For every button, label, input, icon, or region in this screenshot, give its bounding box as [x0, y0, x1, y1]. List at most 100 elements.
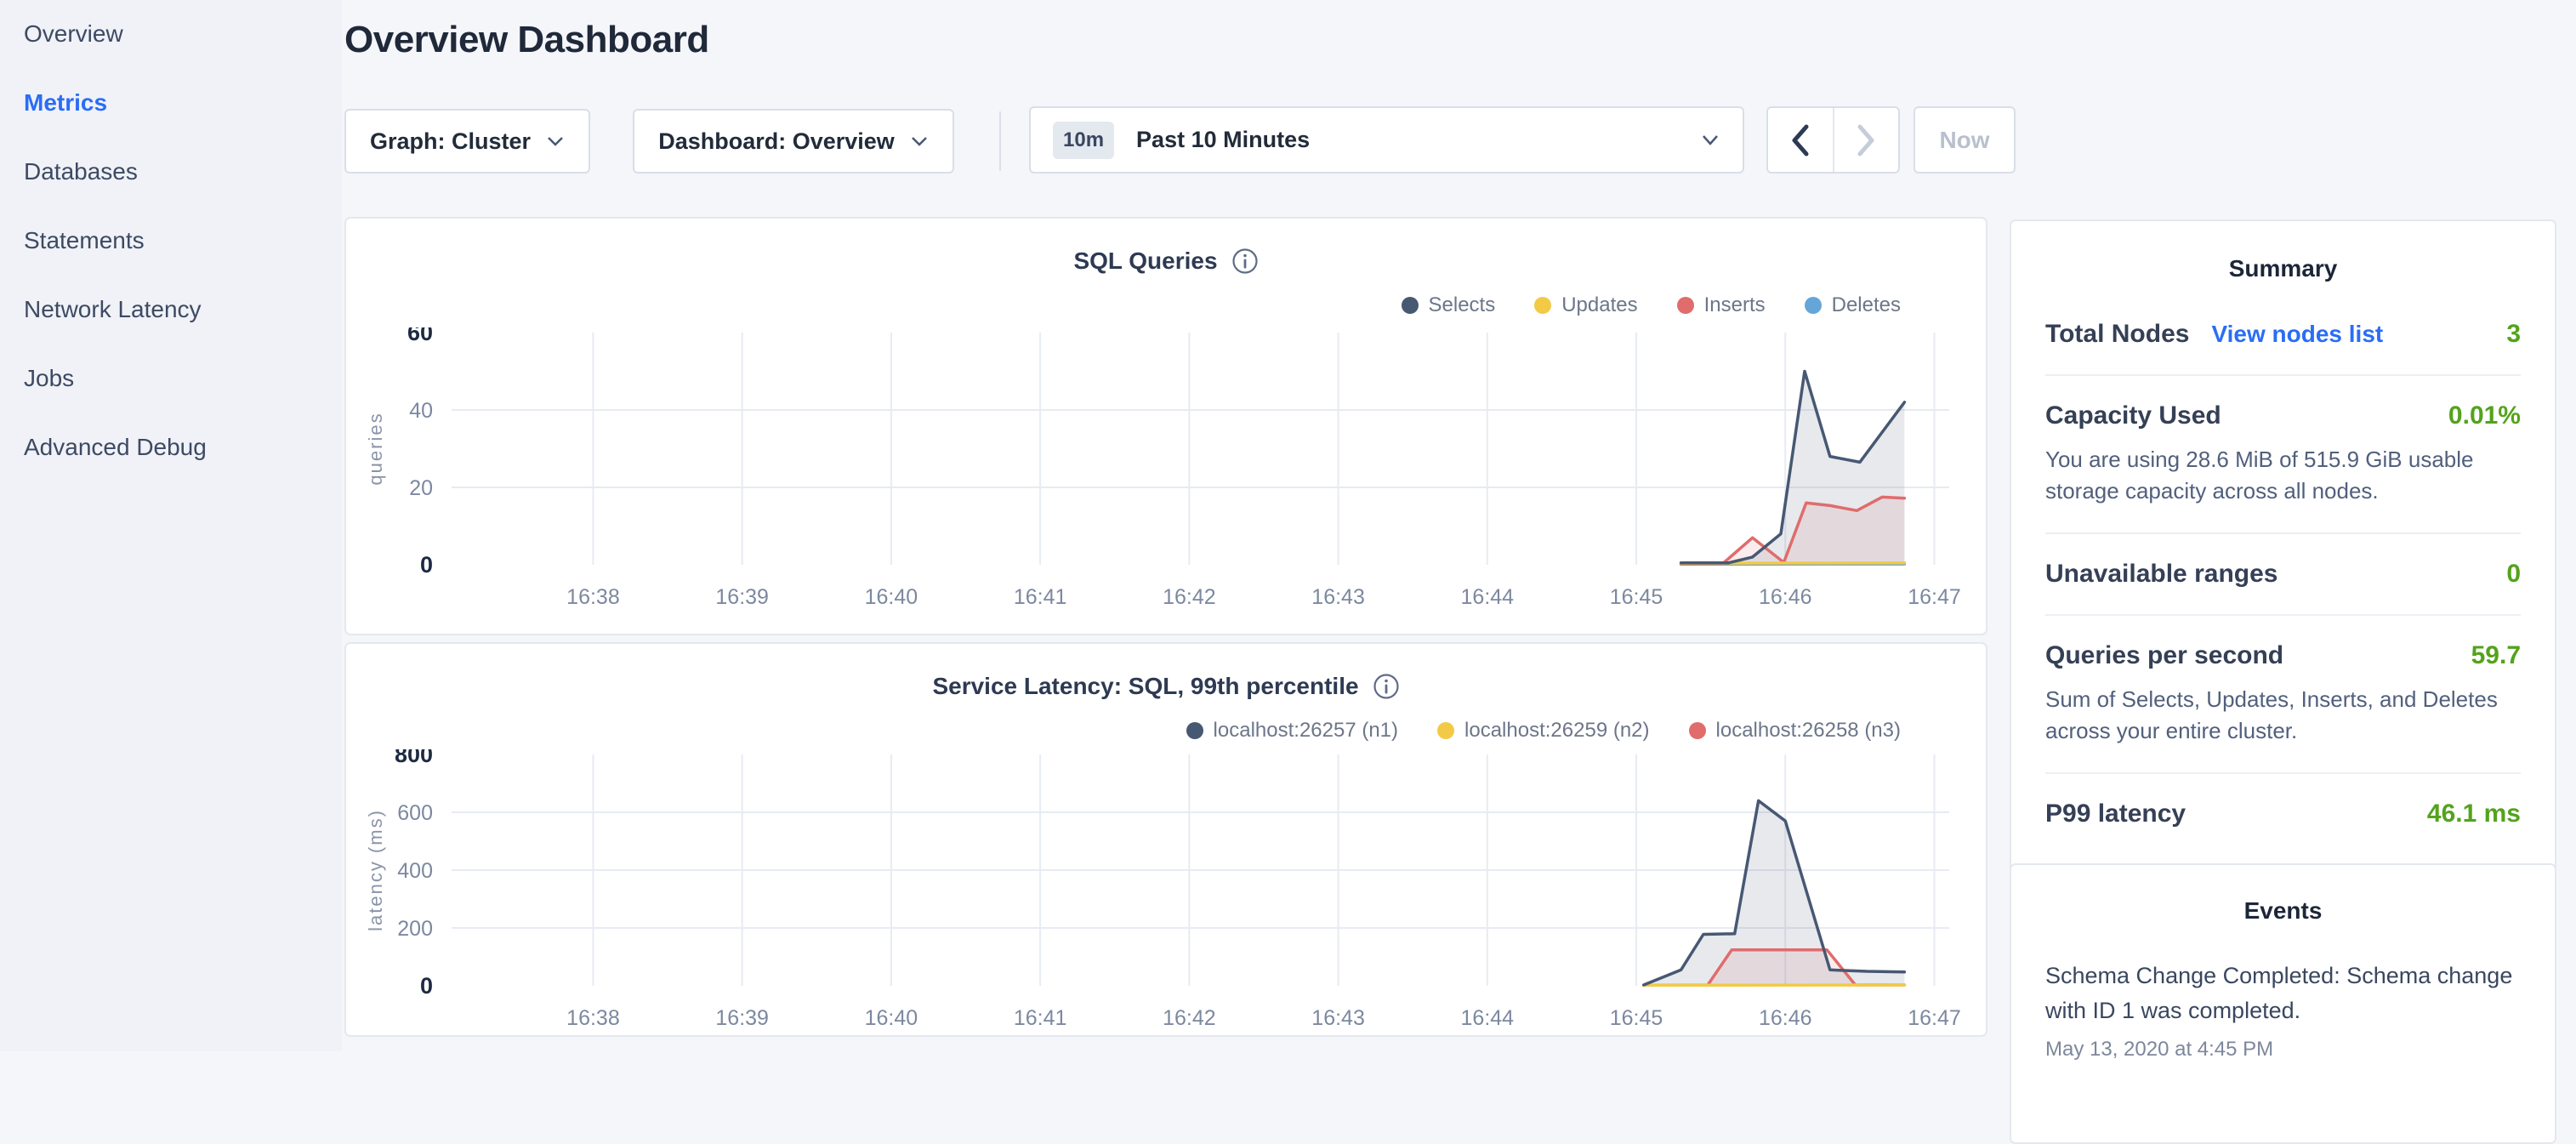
event-item-date: May 13, 2020 at 4:45 PM	[2045, 1038, 2521, 1061]
next-time-button[interactable]	[1834, 108, 1899, 172]
events-title: Events	[2045, 897, 2521, 925]
chevron-down-icon	[910, 135, 929, 147]
info-icon[interactable]	[1231, 248, 1259, 275]
time-range-selector[interactable]: 10m Past 10 Minutes	[1029, 106, 1744, 174]
svg-text:16:39: 16:39	[715, 1006, 769, 1030]
p99-latency-value: 46.1 ms	[2427, 800, 2521, 828]
svg-text:16:44: 16:44	[1461, 1006, 1515, 1030]
capacity-used-description: You are using 28.6 MiB of 515.9 GiB usab…	[2045, 444, 2505, 507]
legend-dot-icon	[1534, 297, 1551, 314]
svg-text:16:44: 16:44	[1461, 585, 1515, 609]
legend-dot-icon	[1689, 722, 1706, 739]
svg-text:16:43: 16:43	[1311, 585, 1365, 609]
queries-per-second-label: Queries per second	[2045, 641, 2283, 670]
sidebar-item-metrics[interactable]: Metrics	[24, 89, 342, 158]
events-panel: Events Schema Change Completed: Schema c…	[2010, 863, 2556, 1144]
svg-text:20: 20	[409, 476, 433, 500]
dashboard-dropdown[interactable]: Dashboard: Overview	[633, 109, 954, 174]
svg-text:0: 0	[420, 973, 433, 999]
legend-item: localhost:26258 (n3)	[1689, 719, 1901, 743]
svg-text:16:42: 16:42	[1163, 1006, 1216, 1030]
svg-text:16:43: 16:43	[1311, 1006, 1365, 1030]
service-latency-chart[interactable]: 16:3816:3916:4016:4116:4216:4316:4416:45…	[346, 749, 1989, 1050]
legend-item: Deletes	[1805, 293, 1901, 317]
page-title: Overview Dashboard	[344, 19, 709, 61]
summary-row-total-nodes: Total Nodes View nodes list 3	[2045, 320, 2521, 374]
total-nodes-label: Total Nodes	[2045, 320, 2189, 349]
svg-text:16:45: 16:45	[1610, 1006, 1663, 1030]
queries-per-second-description: Sum of Selects, Updates, Inserts, and De…	[2045, 684, 2505, 747]
chart-title: Service Latency: SQL, 99th percentile	[932, 673, 1358, 700]
now-button[interactable]: Now	[1914, 106, 2016, 174]
svg-text:60: 60	[407, 327, 433, 345]
chart-title: SQL Queries	[1073, 248, 1217, 275]
svg-text:16:42: 16:42	[1163, 585, 1216, 609]
summary-title: Summary	[2045, 255, 2521, 282]
svg-text:16:38: 16:38	[566, 1006, 620, 1030]
sidebar: Overview Metrics Databases Statements Ne…	[0, 0, 342, 1051]
legend-dot-icon	[1677, 297, 1694, 314]
legend-item: Updates	[1534, 293, 1637, 317]
svg-text:16:41: 16:41	[1014, 1006, 1067, 1030]
time-range-label: Past 10 Minutes	[1136, 127, 1310, 153]
sidebar-item-advanced-debug[interactable]: Advanced Debug	[24, 434, 342, 503]
legend-item: Selects	[1402, 293, 1496, 317]
svg-text:200: 200	[397, 917, 433, 941]
capacity-used-value: 0.01%	[2448, 401, 2521, 430]
svg-text:800: 800	[395, 749, 433, 767]
overview-dashboard-page: { "sidebar": { "items": [ { "label": "Ov…	[0, 0, 2576, 1051]
p99-latency-label: P99 latency	[2045, 800, 2186, 828]
previous-time-button[interactable]	[1768, 108, 1834, 172]
graph-dropdown-label: Graph: Cluster	[370, 128, 531, 155]
summary-row-unavailable-ranges: Unavailable ranges 0	[2045, 532, 2521, 614]
svg-text:queries: queries	[365, 412, 386, 485]
legend-item: localhost:26257 (n1)	[1186, 719, 1398, 743]
legend-item: localhost:26259 (n2)	[1437, 719, 1649, 743]
summary-row-capacity: Capacity Used 0.01% You are using 28.6 M…	[2045, 374, 2521, 532]
sidebar-item-overview[interactable]: Overview	[24, 20, 342, 89]
svg-text:600: 600	[397, 801, 433, 825]
total-nodes-value: 3	[2506, 320, 2521, 349]
chevron-right-icon	[1855, 123, 1877, 157]
sql-queries-card: SQL Queries Selects Updates Inserts Deletes…	[344, 217, 1987, 635]
svg-text:16:47: 16:47	[1908, 585, 1961, 609]
chevron-down-icon	[1700, 134, 1720, 146]
event-item-text[interactable]: Schema Change Completed: Schema change w…	[2045, 959, 2521, 1027]
svg-text:16:41: 16:41	[1014, 585, 1067, 609]
legend-item: Inserts	[1677, 293, 1766, 317]
time-step-buttons	[1766, 106, 1900, 174]
sidebar-item-network-latency[interactable]: Network Latency	[24, 296, 342, 365]
toolbar-divider	[999, 111, 1001, 171]
svg-text:latency (ms): latency (ms)	[365, 809, 386, 931]
view-nodes-list-link[interactable]: View nodes list	[2211, 321, 2383, 348]
dashboard-dropdown-label: Dashboard: Overview	[658, 128, 895, 155]
svg-text:16:47: 16:47	[1908, 1006, 1961, 1030]
sql-queries-chart[interactable]: 16:38 16:39 16:40 16:41 16:42 16:43 16:44 16:45…	[346, 327, 1989, 629]
service-latency-card: Service Latency: SQL, 99th percentile lo…	[344, 642, 1987, 1037]
sidebar-item-jobs[interactable]: Jobs	[24, 365, 342, 434]
summary-row-p99: P99 latency 46.1 ms	[2045, 772, 2521, 854]
graph-dropdown[interactable]: Graph: Cluster	[344, 109, 590, 174]
time-range-badge: 10m	[1053, 122, 1114, 159]
svg-text:40: 40	[409, 399, 433, 423]
svg-text:400: 400	[397, 859, 433, 883]
svg-text:16:45: 16:45	[1610, 585, 1663, 609]
chart-legend: Selects Updates Inserts Deletes	[1402, 293, 1902, 317]
sidebar-item-statements[interactable]: Statements	[24, 227, 342, 296]
queries-per-second-value: 59.7	[2471, 641, 2521, 670]
chevron-down-icon	[546, 135, 565, 147]
chart-legend: localhost:26257 (n1) localhost:26259 (n2)…	[1186, 719, 1901, 743]
sidebar-item-databases[interactable]: Databases	[24, 158, 342, 227]
summary-row-qps: Queries per second 59.7 Sum of Selects, …	[2045, 614, 2521, 772]
svg-text:16:39: 16:39	[715, 585, 769, 609]
svg-text:0: 0	[420, 552, 433, 578]
unavailable-ranges-label: Unavailable ranges	[2045, 560, 2277, 589]
svg-text:16:46: 16:46	[1759, 1006, 1812, 1030]
legend-dot-icon	[1186, 722, 1203, 739]
legend-dot-icon	[1805, 297, 1822, 314]
info-icon[interactable]	[1373, 673, 1400, 700]
unavailable-ranges-value: 0	[2506, 560, 2521, 589]
summary-panel: Summary Total Nodes View nodes list 3 Ca…	[2010, 219, 2556, 885]
svg-text:16:40: 16:40	[865, 585, 918, 609]
svg-text:16:38: 16:38	[566, 585, 620, 609]
